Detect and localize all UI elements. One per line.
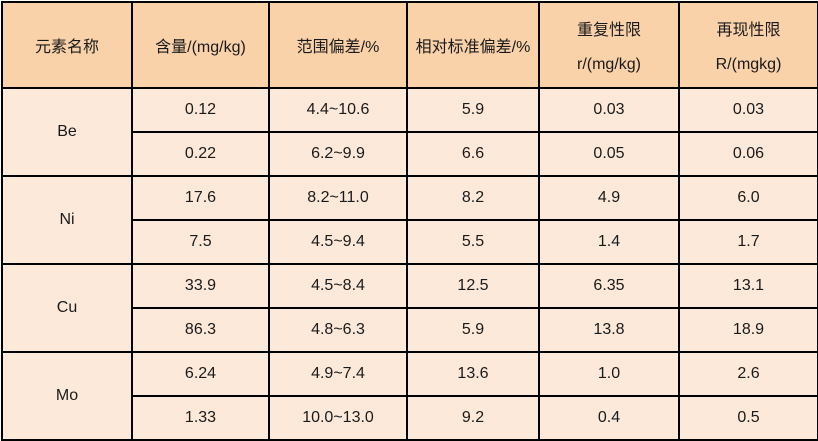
header-reproducibility-limit: 再现性限 R/(mgkg)	[678, 1, 818, 89]
header-reproducibility-title: 再现性限	[716, 22, 781, 39]
cell-content: 0.22	[131, 131, 270, 177]
cell-element: Mo	[1, 351, 133, 441]
table-row: Be 0.12 4.4~10.6 5.9 0.03 0.03	[1, 87, 818, 177]
cell-element: Be	[1, 87, 133, 177]
cell-reproducibility: 13.1	[678, 263, 818, 309]
header-reproducibility-unit: R/(mgkg)	[715, 56, 782, 73]
cell-range-deviation: 4.8~6.3	[268, 307, 408, 353]
cell-rsd: 5.9	[406, 307, 540, 353]
cell-content: 0.12	[131, 87, 270, 133]
header-repeatability-limit: 重复性限 r/(mg/kg)	[538, 1, 680, 89]
cell-repeatability: 1.4	[538, 219, 680, 265]
table-row: 86.3 4.8~6.3 5.9 13.8 18.9	[2, 307, 818, 353]
cell-rsd: 9.2	[406, 395, 540, 441]
table-row: 7.5 4.5~9.4 5.5 1.4 1.7	[2, 219, 818, 265]
header-repeatability-title: 重复性限	[576, 22, 641, 39]
table-row: 0.22 6.2~9.9 6.6 0.05 0.06	[2, 131, 818, 177]
table-row: Mo 6.24 4.9~7.4 13.6 1.0 2.6	[1, 351, 818, 441]
cell-repeatability: 13.8	[538, 307, 680, 353]
cell-reproducibility: 0.06	[678, 131, 818, 177]
cell-repeatability: 6.35	[538, 263, 680, 309]
header-element-name: 元素名称	[1, 1, 133, 89]
cell-content: 33.9	[131, 263, 270, 309]
cell-element: Ni	[1, 175, 133, 265]
cell-repeatability: 0.03	[538, 87, 680, 133]
cell-content: 6.24	[131, 351, 270, 397]
cell-content: 7.5	[131, 219, 270, 265]
cell-reproducibility: 18.9	[678, 307, 818, 353]
cell-range-deviation: 4.9~7.4	[268, 351, 408, 397]
cell-rsd: 8.2	[406, 175, 540, 221]
cell-repeatability: 0.05	[538, 131, 680, 177]
cell-reproducibility: 0.03	[678, 87, 818, 133]
table-row: Ni 17.6 8.2~11.0 8.2 4.9 6.0	[1, 175, 818, 265]
cell-repeatability: 4.9	[538, 175, 680, 221]
cell-range-deviation: 8.2~11.0	[268, 175, 408, 221]
header-row: 元素名称 含量/(mg/kg) 范围偏差/% 相对标准偏差/% 重复性限 r/(…	[1, 1, 818, 89]
header-range-deviation: 范围偏差/%	[268, 1, 408, 89]
cell-element: Cu	[1, 263, 133, 353]
cell-reproducibility: 0.5	[678, 395, 818, 441]
cell-repeatability: 1.0	[538, 351, 680, 397]
cell-content: 86.3	[131, 307, 270, 353]
cell-range-deviation: 6.2~9.9	[268, 131, 408, 177]
header-content: 含量/(mg/kg)	[131, 1, 270, 89]
table-row: Cu 33.9 4.5~8.4 12.5 6.35 13.1	[1, 263, 818, 353]
cell-content: 1.33	[131, 395, 270, 441]
header-repeatability-unit: r/(mg/kg)	[577, 56, 641, 73]
cell-range-deviation: 4.5~8.4	[268, 263, 408, 309]
cell-reproducibility: 6.0	[678, 175, 818, 221]
cell-content: 17.6	[131, 175, 270, 221]
cell-range-deviation: 4.4~10.6	[268, 87, 408, 133]
cell-rsd: 12.5	[406, 263, 540, 309]
header-relative-std-deviation: 相对标准偏差/%	[406, 1, 540, 89]
cell-rsd: 6.6	[406, 131, 540, 177]
cell-range-deviation: 10.0~13.0	[268, 395, 408, 441]
cell-reproducibility: 2.6	[678, 351, 818, 397]
cell-repeatability: 0.4	[538, 395, 680, 441]
cell-rsd: 5.5	[406, 219, 540, 265]
cell-rsd: 13.6	[406, 351, 540, 397]
cell-reproducibility: 1.7	[678, 219, 818, 265]
cell-range-deviation: 4.5~9.4	[268, 219, 408, 265]
cell-rsd: 5.9	[406, 87, 540, 133]
